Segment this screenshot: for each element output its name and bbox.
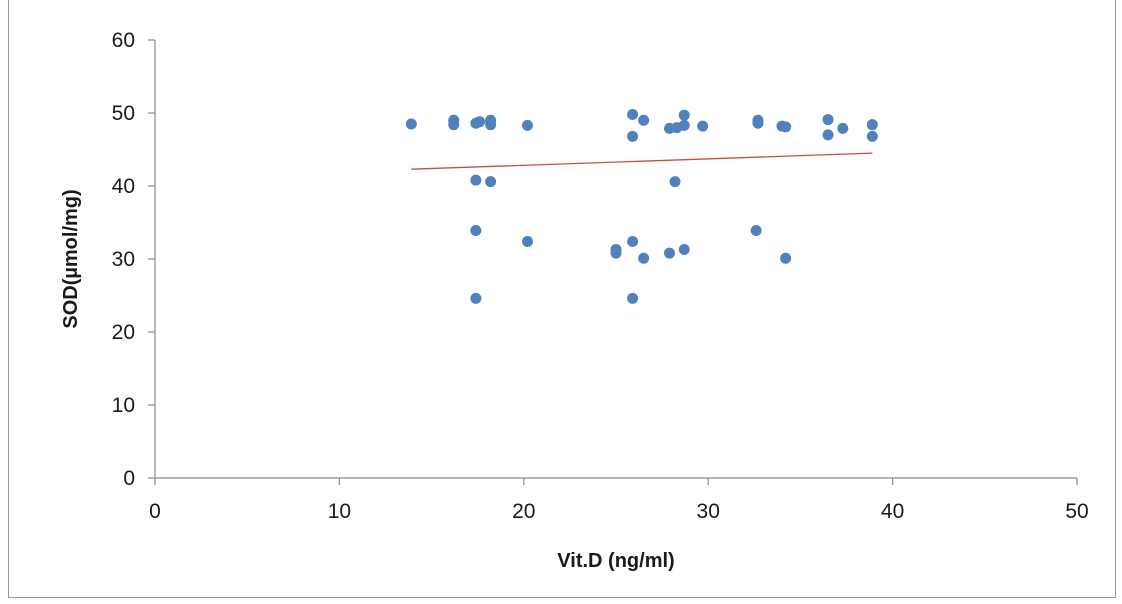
data-point — [627, 130, 639, 142]
data-point — [866, 130, 878, 142]
points-layer — [405, 108, 878, 304]
data-point — [610, 247, 622, 259]
data-point — [837, 122, 849, 134]
x-axis-title: Vit.D (ng/ml) — [557, 550, 674, 572]
data-point — [866, 119, 878, 131]
x-tick-label: 40 — [881, 500, 904, 523]
data-point — [822, 114, 834, 126]
data-point — [638, 252, 650, 264]
data-point — [627, 292, 639, 304]
y-tick-label: 10 — [112, 394, 135, 417]
data-point — [485, 176, 497, 188]
y-tick-label: 30 — [112, 248, 135, 271]
y-tick-label: 0 — [123, 467, 135, 490]
data-point — [485, 119, 497, 131]
data-point — [678, 119, 690, 131]
y-tick-label: 20 — [112, 321, 135, 344]
data-point — [405, 118, 417, 130]
data-point — [780, 121, 792, 133]
tick-labels: 0 10 20 30 40 50 60 0 10 20 30 40 50 — [112, 29, 1089, 523]
data-point — [470, 292, 482, 304]
y-tick-label: 60 — [112, 29, 135, 52]
data-point — [521, 119, 533, 131]
y-tick-label: 40 — [112, 175, 135, 198]
data-point — [697, 120, 709, 132]
data-point — [448, 119, 460, 131]
x-tick-label: 50 — [1065, 500, 1088, 523]
data-point — [627, 108, 639, 120]
data-point — [669, 176, 681, 188]
chart-frame — [8, 0, 1116, 598]
data-point — [638, 114, 650, 126]
trendline — [411, 152, 873, 170]
x-tick-label: 0 — [149, 500, 161, 523]
data-point — [750, 225, 762, 237]
y-axis-title: SOD(µmol/mg) — [60, 189, 82, 328]
data-point — [780, 252, 792, 264]
y-tick-label: 50 — [112, 102, 135, 125]
data-point — [470, 174, 482, 186]
data-point — [474, 116, 486, 128]
data-point — [627, 235, 639, 247]
data-point — [470, 225, 482, 237]
data-point — [678, 109, 690, 121]
data-point — [822, 129, 834, 141]
axes — [148, 39, 1078, 485]
x-tick-label: 20 — [512, 500, 535, 523]
trendline-layer — [411, 152, 873, 170]
x-tick-label: 10 — [328, 500, 351, 523]
data-point — [521, 235, 533, 247]
data-point — [678, 244, 690, 256]
data-point — [752, 117, 764, 129]
data-point — [663, 247, 675, 259]
x-tick-label: 30 — [697, 500, 720, 523]
